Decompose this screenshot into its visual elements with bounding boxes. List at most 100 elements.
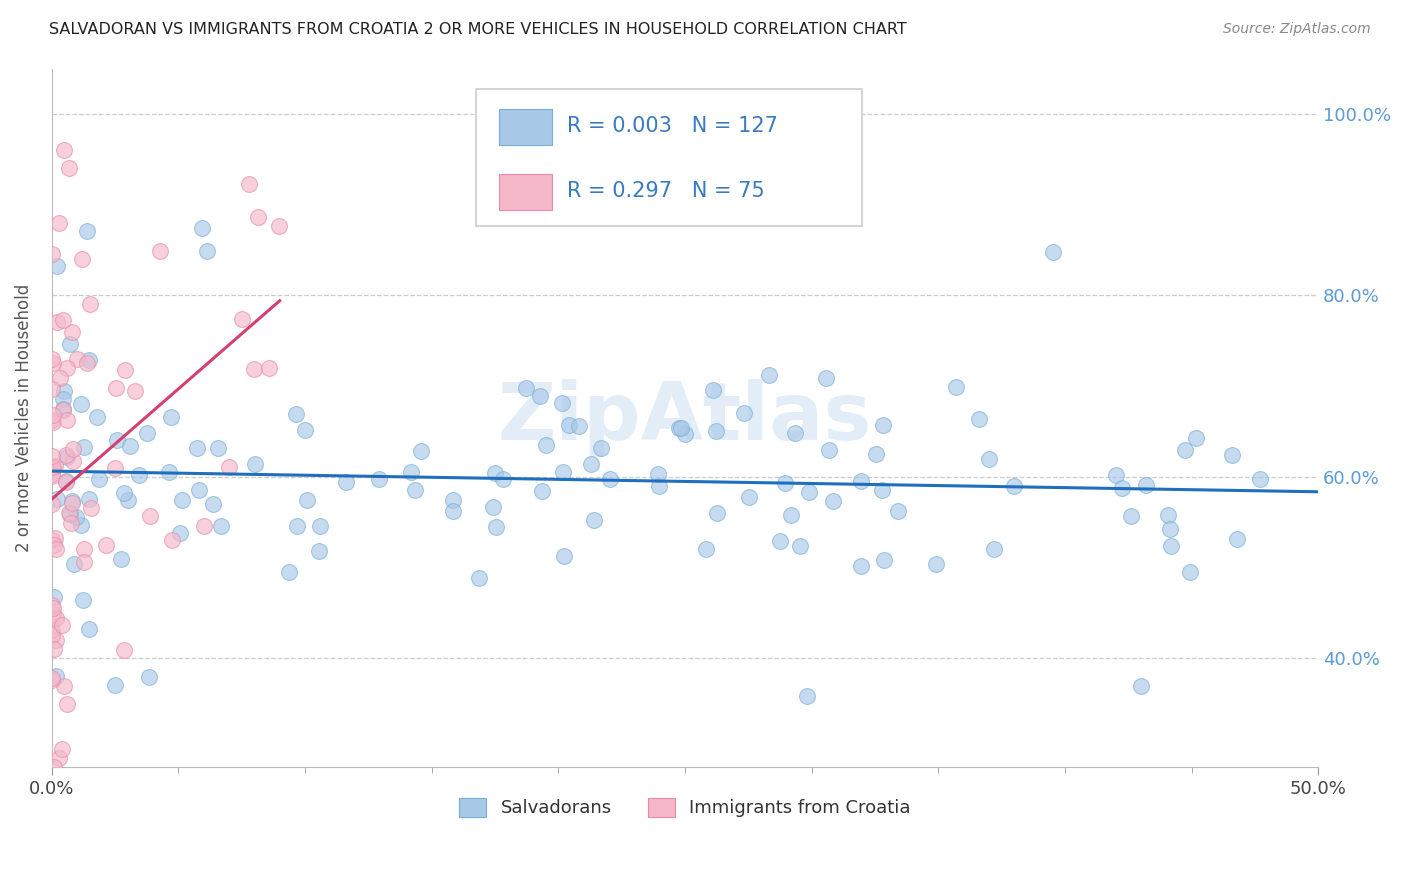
Point (44, 458, 66, 473)
Point (56, 697, 79, 711)
Point (925, 557, 948, 571)
Point (114, 363, 136, 377)
Point (257, 360, 280, 375)
Point (485, 520, 508, 534)
Point (441, 503, 464, 517)
Point (758, 368, 780, 382)
Point (128, 467, 150, 482)
Point (695, 542, 717, 557)
Point (1129, 679, 1152, 693)
Point (193, 519, 215, 533)
Point (278, 565, 301, 579)
Point (55, 413, 77, 427)
Point (818, 443, 841, 458)
Point (1226, 532, 1249, 546)
Point (582, 513, 605, 527)
Point (1249, 472, 1271, 486)
Point (849, 474, 872, 488)
Point (77, 353, 100, 368)
Point (243, 457, 266, 471)
Point (52, 313, 75, 327)
Point (41, 671, 63, 685)
Point (983, 541, 1005, 556)
Point (117, 492, 139, 507)
Point (1042, 245, 1064, 260)
Point (41, 607, 63, 622)
Point (77, 492, 100, 507)
Point (104, 461, 127, 475)
Point (42, 600, 65, 615)
Point (104, 678, 127, 692)
Point (87, 472, 110, 486)
Point (45, 632, 67, 647)
Point (41, 382, 63, 396)
Point (86, 410, 108, 425)
Point (48, 751, 70, 765)
Point (53, 679, 76, 693)
Point (209, 518, 232, 533)
Point (79, 297, 101, 311)
Point (41, 469, 63, 483)
Point (558, 418, 581, 433)
Point (56, 361, 79, 376)
Point (41, 352, 63, 367)
Point (42, 760, 65, 774)
Point (105, 381, 128, 395)
Point (76, 356, 98, 370)
Point (48, 216, 70, 230)
Point (138, 670, 160, 684)
Point (169, 526, 191, 541)
Point (295, 492, 318, 507)
Point (530, 484, 553, 499)
Point (195, 244, 218, 259)
Point (59, 507, 82, 521)
Point (45, 259, 67, 273)
Point (41, 449, 63, 463)
Point (1111, 481, 1133, 495)
Point (41, 415, 63, 429)
Point (738, 490, 761, 504)
Point (285, 519, 308, 533)
Point (60, 325, 83, 339)
Point (704, 424, 727, 438)
Point (76, 224, 98, 238)
Point (733, 407, 755, 421)
Point (136, 426, 159, 441)
Text: R = 0.297   N = 75: R = 0.297 N = 75 (567, 181, 765, 201)
Point (849, 558, 872, 573)
Legend: Salvadorans, Immigrants from Croatia: Salvadorans, Immigrants from Croatia (451, 791, 918, 824)
Point (886, 504, 908, 518)
Point (49, 370, 72, 384)
Point (159, 409, 181, 424)
Point (706, 506, 728, 520)
Point (80, 501, 103, 516)
Point (1184, 431, 1206, 445)
Point (42, 460, 65, 475)
Point (769, 534, 792, 549)
Text: R = 0.003   N = 127: R = 0.003 N = 127 (567, 116, 778, 136)
Point (124, 384, 146, 398)
Point (44, 538, 66, 552)
Point (62, 442, 84, 456)
Point (42, 356, 65, 370)
Point (267, 219, 290, 233)
Text: SALVADORAN VS IMMIGRANTS FROM CROATIA 2 OR MORE VEHICLES IN HOUSEHOLD CORRELATIO: SALVADORAN VS IMMIGRANTS FROM CROATIA 2 … (49, 22, 907, 37)
Point (409, 444, 432, 458)
Point (188, 483, 211, 497)
Point (1220, 448, 1243, 462)
Point (779, 508, 801, 522)
Point (105, 433, 128, 447)
Point (823, 494, 845, 508)
Point (63, 557, 86, 571)
Point (367, 473, 389, 487)
Point (492, 472, 515, 486)
Point (873, 552, 896, 566)
Point (441, 493, 464, 508)
Point (170, 492, 193, 507)
Point (77, 622, 100, 636)
Point (120, 439, 142, 453)
Point (1174, 442, 1197, 457)
Point (45, 541, 67, 556)
Point (308, 544, 330, 558)
Point (647, 467, 669, 481)
